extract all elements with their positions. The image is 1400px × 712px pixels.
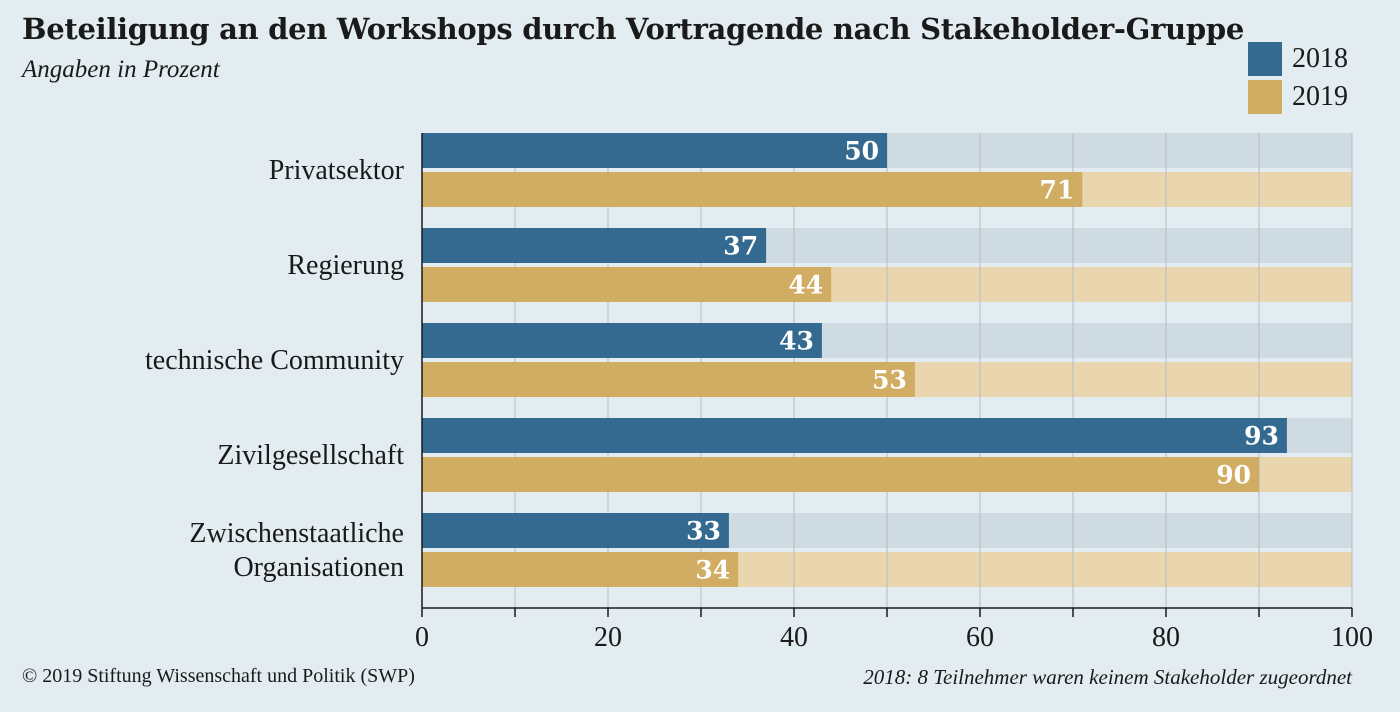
bar-2018 — [422, 323, 822, 358]
bar-2019 — [422, 457, 1259, 492]
data-label-2019: 44 — [788, 271, 823, 300]
legend-label-2018: 2018 — [1292, 43, 1348, 74]
bar-2018 — [422, 228, 767, 263]
category-label: technische Community — [145, 345, 404, 376]
bar-2018 — [422, 513, 729, 548]
category-label: Organisationen — [233, 552, 404, 583]
x-tick-label: 100 — [1331, 622, 1373, 653]
legend-swatch-2019 — [1248, 80, 1282, 114]
bar-2018 — [422, 133, 887, 168]
data-label-2018: 93 — [1244, 422, 1279, 451]
data-label-2018: 37 — [723, 232, 758, 261]
footnote: 2018: 8 Teilnehmer waren keinem Stakehol… — [863, 665, 1352, 689]
chart-title: Beteiligung an den Workshops durch Vortr… — [22, 12, 1244, 46]
category-label: Regierung — [287, 250, 404, 281]
x-tick-label: 40 — [780, 622, 808, 653]
bar-2018 — [422, 418, 1287, 453]
data-label-2018: 50 — [844, 137, 879, 166]
x-tick-label: 20 — [594, 622, 622, 653]
legend-swatch-2018 — [1248, 42, 1282, 76]
x-tick-label: 60 — [966, 622, 994, 653]
data-label-2018: 33 — [686, 517, 721, 546]
category-label: Privatsektor — [269, 155, 405, 186]
bar-2019 — [422, 552, 739, 587]
data-label-2019: 71 — [1040, 176, 1075, 205]
data-label-2019: 53 — [872, 366, 907, 395]
data-label-2018: 43 — [779, 327, 814, 356]
chart-subtitle: Angaben in Prozent — [22, 56, 220, 83]
legend-label-2019: 2019 — [1292, 81, 1348, 112]
data-label-2019: 34 — [695, 556, 730, 585]
copyright-credit: © 2019 Stiftung Wissenschaft und Politik… — [22, 665, 415, 687]
data-label-2019: 90 — [1216, 461, 1251, 490]
bar-2019 — [422, 172, 1083, 207]
x-tick-label: 80 — [1152, 622, 1180, 653]
bar-2019 — [422, 267, 832, 302]
category-label: Zivilgesellschaft — [217, 440, 404, 471]
bar-2019 — [422, 362, 915, 397]
x-tick-label: 0 — [415, 622, 429, 653]
category-label: Zwischenstaatliche — [189, 518, 404, 549]
